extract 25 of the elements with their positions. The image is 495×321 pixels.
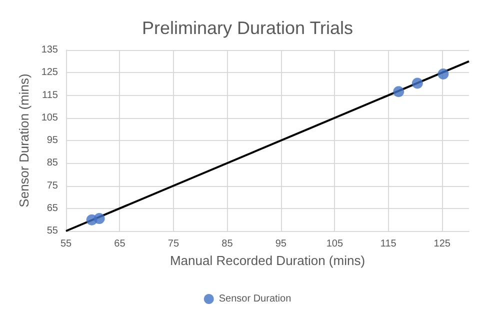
x-axis-title: Manual Recorded Duration (mins) bbox=[170, 252, 366, 268]
y-axis-title: Sensor Duration (mins) bbox=[16, 74, 32, 208]
y-tick-label: 105 bbox=[41, 112, 58, 124]
y-tick-label: 115 bbox=[42, 90, 58, 101]
y-tick-label: 65 bbox=[46, 202, 58, 214]
x-tick-label: 85 bbox=[222, 238, 234, 250]
x-tick-label: 55 bbox=[60, 238, 72, 250]
x-tick-label: 105 bbox=[326, 238, 344, 250]
x-tick-label: 65 bbox=[114, 238, 126, 250]
legend-label: Sensor Duration bbox=[218, 294, 292, 304]
x-tick-label: 125 bbox=[434, 238, 451, 250]
x-tick-label: 95 bbox=[275, 238, 287, 250]
chart-title: Preliminary Duration Trials bbox=[142, 18, 354, 38]
x-tick-label: 115 bbox=[380, 238, 397, 250]
point bbox=[438, 68, 449, 80]
y-tick-label: 55 bbox=[46, 226, 58, 236]
y-tick-label: 95 bbox=[46, 135, 58, 146]
y-tick-label: 85 bbox=[46, 158, 58, 169]
y-tick-label: 75 bbox=[46, 180, 58, 192]
y-tick-label: 125 bbox=[41, 67, 58, 78]
x-tick-label: 75 bbox=[168, 238, 180, 250]
point bbox=[412, 78, 423, 89]
point bbox=[94, 213, 105, 224]
y-tick-label: 135 bbox=[41, 44, 58, 56]
point bbox=[393, 86, 404, 98]
